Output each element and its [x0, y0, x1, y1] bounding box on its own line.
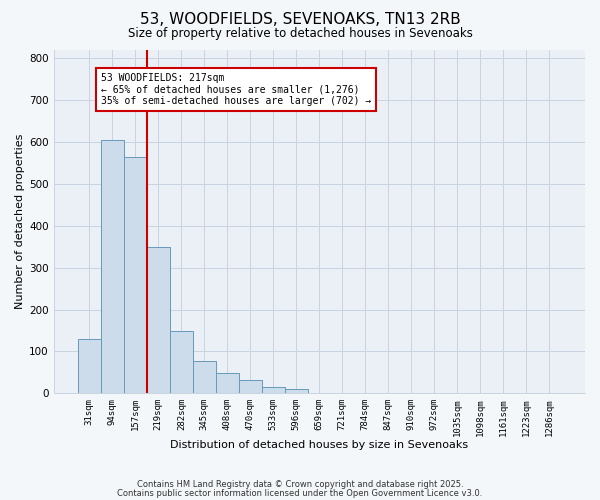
Bar: [423, 392, 446, 394]
Bar: [101, 140, 124, 394]
Text: 53 WOODFIELDS: 217sqm
← 65% of detached houses are smaller (1,276)
35% of semi-d: 53 WOODFIELDS: 217sqm ← 65% of detached …: [101, 73, 371, 106]
Bar: [124, 157, 147, 394]
Bar: [193, 361, 216, 394]
Bar: [216, 373, 239, 394]
Bar: [285, 389, 308, 394]
Y-axis label: Number of detached properties: Number of detached properties: [15, 134, 25, 310]
Bar: [170, 330, 193, 394]
Text: Contains HM Land Registry data © Crown copyright and database right 2025.: Contains HM Land Registry data © Crown c…: [137, 480, 463, 489]
Bar: [262, 388, 285, 394]
Text: 53, WOODFIELDS, SEVENOAKS, TN13 2RB: 53, WOODFIELDS, SEVENOAKS, TN13 2RB: [140, 12, 460, 28]
Bar: [239, 380, 262, 394]
Bar: [78, 339, 101, 394]
X-axis label: Distribution of detached houses by size in Sevenoaks: Distribution of detached houses by size …: [170, 440, 469, 450]
Bar: [147, 247, 170, 394]
Text: Contains public sector information licensed under the Open Government Licence v3: Contains public sector information licen…: [118, 488, 482, 498]
Text: Size of property relative to detached houses in Sevenoaks: Size of property relative to detached ho…: [128, 28, 472, 40]
